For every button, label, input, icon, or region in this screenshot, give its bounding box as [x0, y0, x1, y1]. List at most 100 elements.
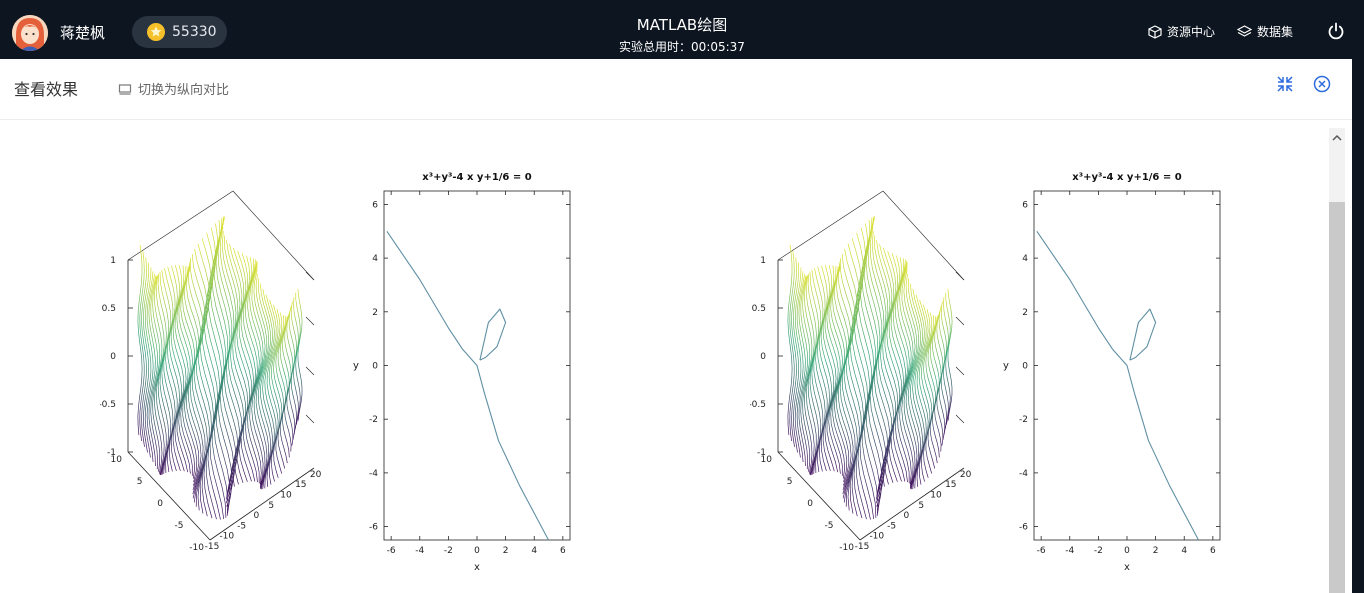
surface-wire: [899, 264, 912, 485]
surface-wire: [910, 283, 922, 490]
surface-wire: [234, 253, 249, 485]
surface-wire: [894, 260, 908, 483]
y-tick-label: 2: [1022, 308, 1028, 318]
surface-wire: [257, 278, 270, 489]
surface-wire: [209, 216, 225, 520]
surface-wire: [178, 267, 191, 474]
y-tick-label: -2: [1019, 415, 1028, 425]
z-tick-label: 0.5: [752, 304, 766, 314]
grid-tick: [305, 316, 315, 326]
shrink-button[interactable]: [1276, 75, 1294, 97]
surface-wire: [796, 271, 804, 463]
x-tick-label: -4: [1065, 546, 1074, 556]
y-axis-label: y: [353, 361, 359, 372]
x-tick-label: -5: [237, 521, 246, 531]
x-tick-label: 0: [904, 511, 910, 521]
surface-wire: [918, 304, 929, 485]
y-tick-label: -2: [369, 415, 378, 425]
surface-wire: [155, 275, 165, 475]
resource-center-button[interactable]: 资源中心: [1148, 23, 1215, 40]
avatar-icon: [12, 15, 48, 51]
y-tick-label: 0: [157, 499, 163, 509]
x-tick-label: 15: [295, 480, 306, 490]
back-edge-line: [882, 190, 965, 281]
surface-wire: [161, 269, 172, 475]
surface-wire: [148, 273, 156, 467]
curve-branch: [386, 230, 549, 541]
header-divider: [0, 119, 1352, 120]
chevron-up-icon: [1332, 134, 1342, 141]
surface-wire: [892, 259, 906, 482]
surface-wire: [940, 301, 947, 435]
x-tick-label: -6: [387, 546, 396, 556]
x-tick-label: -10: [869, 532, 884, 542]
surface-wire: [273, 312, 283, 478]
timer-label: 实验总用时：: [619, 40, 692, 54]
x-tick-label: -15: [855, 542, 870, 552]
switch-orientation-button[interactable]: 切换为纵向对比: [118, 79, 229, 98]
y-tick-label: -10: [839, 543, 854, 553]
z-tick-label: 1: [760, 256, 766, 266]
window-edge: [1352, 59, 1364, 593]
surface-wire: [228, 244, 243, 493]
surface-wire: [807, 273, 817, 476]
z-tick-label: 1: [110, 256, 116, 266]
surface-wire: [901, 266, 914, 486]
surface-wire: [826, 266, 839, 473]
surface-wire: [244, 260, 258, 483]
surface-wire: [242, 259, 256, 482]
grid-tick: [955, 366, 965, 376]
scrollbar-thumb[interactable]: [1329, 202, 1345, 593]
close-button[interactable]: [1313, 75, 1331, 97]
surface-wire: [787, 244, 793, 436]
surface-wire: [279, 316, 288, 464]
power-icon: [1328, 22, 1344, 40]
surface-wire: [137, 244, 143, 436]
surface-wire: [282, 314, 290, 458]
curve-loop: [479, 308, 507, 361]
x-tick-label: 20: [310, 470, 322, 480]
experiment-timer: 实验总用时：00:05:37: [0, 38, 1364, 55]
surface-wire: [921, 309, 931, 482]
surface-wire: [927, 316, 936, 469]
x-tick-label: 2: [1153, 546, 1159, 556]
x-tick-label: -4: [415, 546, 424, 556]
shrink-icon: [1277, 76, 1293, 92]
y-tick-label: 6: [372, 200, 378, 210]
y-tick-label: 0: [807, 499, 813, 509]
scroll-up-button[interactable]: [1331, 129, 1343, 148]
surface-wire: [193, 248, 208, 503]
x-axis-label: x: [1124, 562, 1130, 573]
surface-wire: [249, 264, 262, 485]
surface-wire: [189, 258, 204, 495]
app-title: MATLAB绘图: [636, 16, 728, 34]
surface-wire: [205, 219, 221, 520]
back-edge-line: [777, 190, 884, 261]
x-axis-label: x: [474, 562, 480, 573]
surface-wire: [141, 257, 147, 447]
surface-wire: [170, 265, 183, 471]
power-button[interactable]: [1327, 22, 1345, 44]
resource-center-label: 资源中心: [1167, 25, 1216, 39]
surface-wire: [275, 314, 285, 474]
surface-wire: [809, 271, 820, 476]
avatar[interactable]: [12, 15, 48, 51]
coin-balance[interactable]: 55330: [132, 16, 227, 48]
surface-wire: [905, 273, 918, 489]
surface-wire: [804, 276, 813, 474]
y-tick-label: 5: [787, 477, 793, 487]
y-tick-label: -5: [825, 521, 834, 531]
surface-wire: [293, 297, 299, 430]
panel-title: 查看效果: [14, 80, 79, 99]
surface-wire: [932, 314, 940, 458]
y-tick-label: 2: [372, 308, 378, 318]
y-tick-label: -10: [189, 543, 204, 553]
surface-wire: [828, 267, 841, 474]
grid-tick: [305, 271, 315, 281]
coin-icon: [147, 23, 165, 41]
x-tick-label: 20: [960, 470, 972, 480]
dataset-button[interactable]: 数据集: [1237, 23, 1293, 40]
surface-wire: [851, 227, 867, 517]
curve-branch: [1036, 230, 1199, 541]
y-tick-label: 0: [1022, 362, 1028, 372]
